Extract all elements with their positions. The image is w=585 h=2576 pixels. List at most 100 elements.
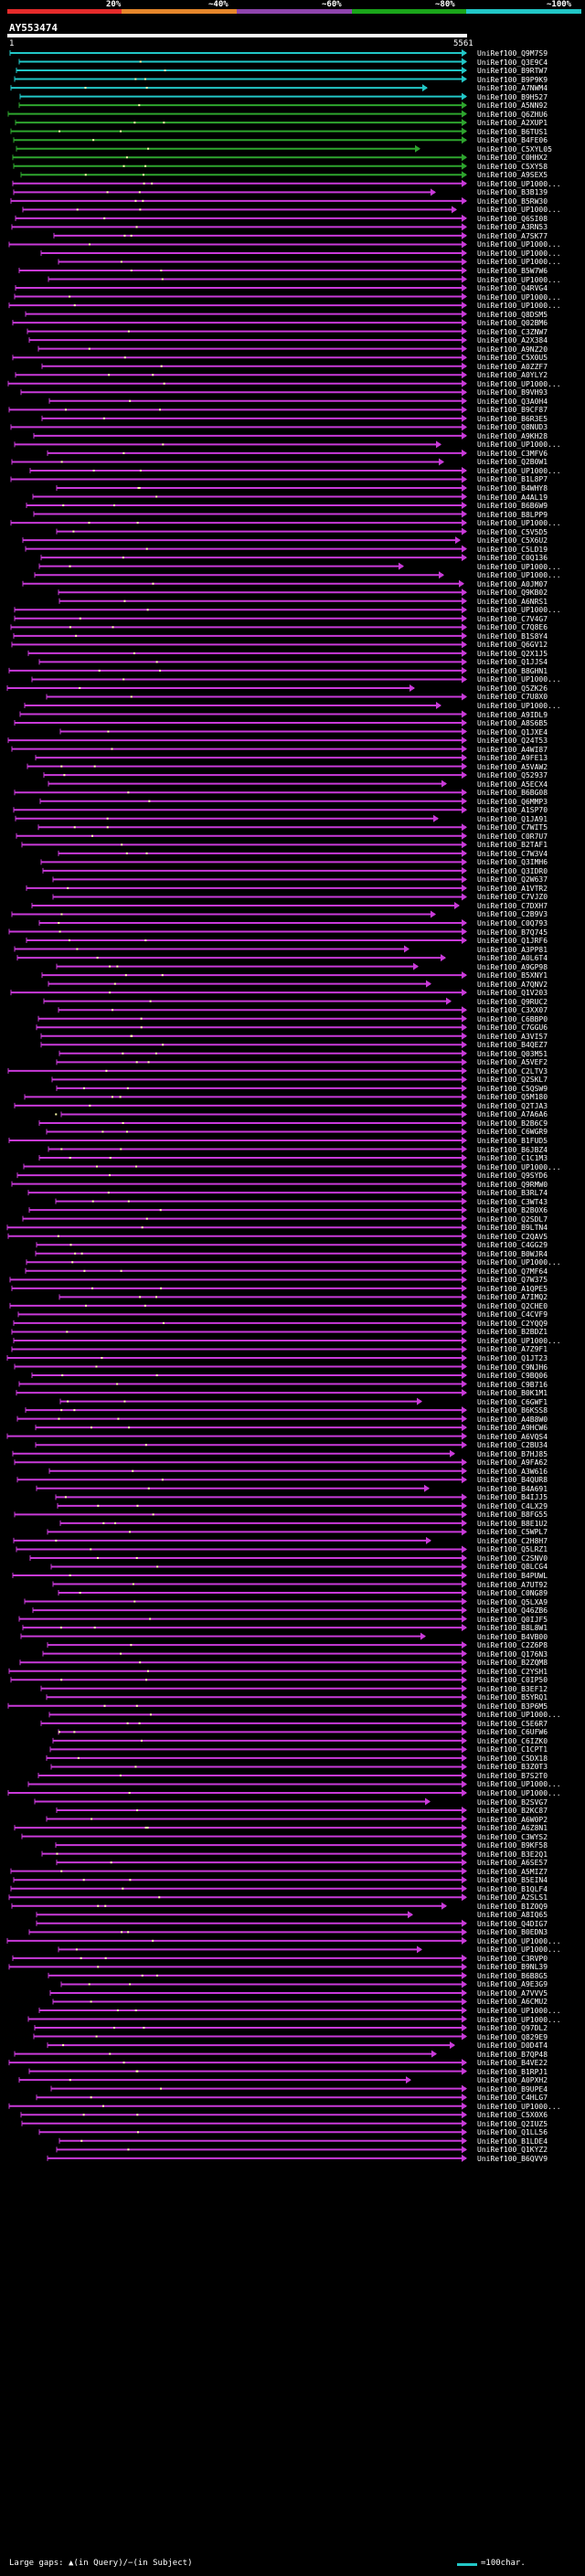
hit-row[interactable]	[37, 345, 467, 353]
hit-row[interactable]	[49, 1745, 467, 1754]
hit-row[interactable]	[7, 1789, 467, 1797]
hit-row[interactable]	[10, 989, 467, 997]
hit-row[interactable]	[31, 675, 467, 684]
hit-label[interactable]: UniRef100_A0L6T4	[477, 954, 548, 963]
hit-label[interactable]: UniRef100_A9E3G9	[477, 1980, 548, 1989]
hit-label[interactable]: UniRef100_Q3A0H4	[477, 397, 548, 406]
hit-label[interactable]: UniRef100_C2BU34	[477, 1441, 548, 1450]
hit-row[interactable]	[24, 1093, 467, 1101]
hit-row[interactable]	[13, 631, 467, 640]
hit-label[interactable]: UniRef100_A7VVV5	[477, 1988, 548, 1998]
hit-label[interactable]: UniRef100_C0HHX2	[477, 154, 548, 163]
hit-label[interactable]: UniRef100_A9IDL9	[477, 710, 548, 719]
hit-label[interactable]: UniRef100_B9VH93	[477, 388, 548, 398]
hit-label[interactable]: UniRef100_C1C1M3	[477, 1154, 548, 1163]
hit-label[interactable]: UniRef100_Q97DL2	[477, 2024, 548, 2033]
hit-row[interactable]	[11, 223, 467, 231]
hit-row[interactable]	[40, 1032, 467, 1040]
hit-label[interactable]: UniRef100_Q2SKL7	[477, 1076, 548, 1085]
hit-row[interactable]	[58, 2136, 467, 2145]
hit-row[interactable]	[22, 206, 457, 214]
hit-label[interactable]: UniRef100_A0PXH2	[477, 2076, 548, 2085]
hit-label[interactable]: UniRef100_Q8DSM5	[477, 310, 548, 319]
hit-label[interactable]: UniRef100_A4WI87	[477, 745, 548, 754]
hit-row[interactable]	[46, 1815, 467, 1823]
hit-label[interactable]: UniRef100_B9CF87	[477, 406, 548, 415]
hit-row[interactable]	[10, 127, 467, 135]
hit-row[interactable]	[14, 614, 467, 622]
hit-row[interactable]	[29, 466, 467, 474]
hit-label[interactable]: UniRef100_A3VI57	[477, 1032, 548, 1041]
hit-row[interactable]	[18, 1380, 467, 1388]
hit-row[interactable]	[42, 866, 467, 875]
hit-row[interactable]	[14, 292, 467, 301]
hit-row[interactable]	[10, 519, 467, 527]
hit-label[interactable]: UniRef100_A8S6B5	[477, 719, 548, 728]
hit-label[interactable]: UniRef100_UP1000...	[477, 2015, 561, 2024]
hit-row[interactable]	[55, 1110, 467, 1118]
hit-label[interactable]: UniRef100_B3EF12	[477, 1684, 548, 1693]
hit-row[interactable]	[14, 719, 467, 727]
hit-label[interactable]: UniRef100_C3XX07	[477, 1006, 548, 1015]
hit-label[interactable]: UniRef100_UP1000...	[477, 1936, 561, 1945]
hit-label[interactable]: UniRef100_B2B0X6	[477, 1206, 548, 1215]
hit-row[interactable]	[10, 1676, 467, 1684]
hit-label[interactable]: UniRef100_B9NL39	[477, 1963, 548, 1972]
hit-label[interactable]: UniRef100_Q5LXA9	[477, 1597, 548, 1606]
hit-row[interactable]	[27, 649, 467, 657]
hit-row[interactable]	[22, 579, 464, 588]
hit-row[interactable]	[36, 1241, 467, 1249]
hit-row[interactable]	[12, 1572, 467, 1579]
hit-row[interactable]	[13, 1319, 467, 1327]
hit-label[interactable]: UniRef100_A9HCW6	[477, 1424, 548, 1433]
hit-label[interactable]: UniRef100_A6Z8N1	[477, 1824, 548, 1833]
hit-row[interactable]	[37, 1014, 467, 1023]
hit-row[interactable]	[11, 1345, 467, 1353]
hit-label[interactable]: UniRef100_B4A691	[477, 1484, 548, 1493]
hit-label[interactable]: UniRef100_A5VAW2	[477, 762, 548, 771]
hit-row[interactable]	[8, 2102, 467, 2110]
hit-row[interactable]	[8, 406, 467, 414]
hit-row[interactable]	[48, 1145, 467, 1153]
hit-label[interactable]: UniRef100_B4VB00	[477, 1632, 548, 1641]
hit-label[interactable]: UniRef100_B4WHY8	[477, 484, 548, 493]
hit-row[interactable]	[12, 154, 467, 162]
hit-row[interactable]	[58, 1589, 467, 1597]
hit-row[interactable]	[41, 971, 467, 980]
hit-row[interactable]	[11, 1284, 467, 1292]
hit-label[interactable]: UniRef100_UP1000...	[477, 258, 561, 267]
hit-row[interactable]	[58, 1006, 467, 1014]
hit-label[interactable]: UniRef100_A6SE57	[477, 1859, 548, 1868]
hit-label[interactable]: UniRef100_B6B6W9	[477, 502, 548, 511]
hit-label[interactable]: UniRef100_Q6SI08	[477, 214, 548, 223]
hit-label[interactable]: UniRef100_B1S8Y4	[477, 631, 548, 641]
hit-label[interactable]: UniRef100_Q1JT23	[477, 1354, 548, 1362]
hit-label[interactable]: UniRef100_A7NWM4	[477, 84, 548, 93]
hit-label[interactable]: UniRef100_C4LX29	[477, 1501, 548, 1511]
hit-label[interactable]: UniRef100_Q3E9C4	[477, 58, 548, 67]
hit-label[interactable]: UniRef100_C2YSH1	[477, 1667, 548, 1676]
hit-row[interactable]	[14, 2050, 437, 2058]
hit-label[interactable]: UniRef100_B3B139	[477, 188, 548, 197]
hit-label[interactable]: UniRef100_B9LTN4	[477, 1224, 548, 1233]
hit-label[interactable]: UniRef100_B6B8G5	[477, 1971, 548, 1980]
hit-label[interactable]: UniRef100_C6BBP0	[477, 1014, 548, 1023]
hit-label[interactable]: UniRef100_B2TAF1	[477, 841, 548, 850]
hit-row[interactable]	[31, 1372, 467, 1380]
hit-label[interactable]: UniRef100_C7VJZ0	[477, 893, 548, 902]
hit-label[interactable]: UniRef100_B6BG08	[477, 789, 548, 798]
hit-label[interactable]: UniRef100_B8LPP9	[477, 510, 548, 519]
hit-row[interactable]	[52, 893, 467, 901]
hit-label[interactable]: UniRef100_B0K1M1	[477, 1389, 548, 1398]
hit-row[interactable]	[18, 267, 467, 274]
hit-label[interactable]: UniRef100_Q5M180	[477, 1093, 548, 1102]
hit-label[interactable]: UniRef100_Q2SDL7	[477, 1214, 548, 1224]
hit-row[interactable]	[11, 458, 444, 466]
hit-label[interactable]: UniRef100_C3ZNW7	[477, 327, 548, 336]
hit-label[interactable]: UniRef100_C5QSW9	[477, 1084, 548, 1093]
hit-label[interactable]: UniRef100_UP1000...	[477, 702, 561, 710]
hit-row[interactable]	[33, 2032, 467, 2041]
hit-label[interactable]: UniRef100_B5EIN4	[477, 1876, 548, 1885]
hit-row[interactable]	[28, 1928, 467, 1936]
hit-label[interactable]: UniRef100_Q2X1J5	[477, 649, 548, 658]
